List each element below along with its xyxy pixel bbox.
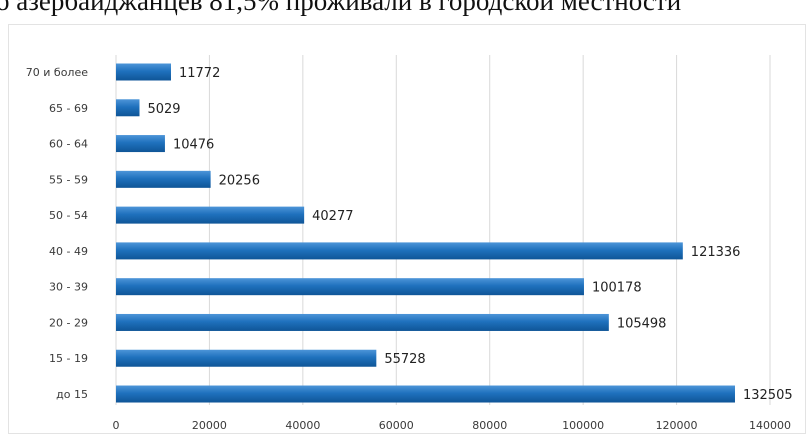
value-label: 121336 [691, 245, 741, 260]
bar [116, 206, 305, 224]
category-label: 55 - 59 [49, 173, 88, 186]
x-tick-label: 120000 [656, 419, 698, 432]
category-label: 50 - 54 [49, 209, 88, 222]
category-labels: 70 и более 65 - 69 60 - 64 55 - 59 50 - 54 40… [26, 66, 88, 401]
category-label: 15 - 19 [49, 352, 88, 365]
bar [116, 278, 584, 296]
value-label: 5029 [147, 102, 180, 117]
category-label: 20 - 29 [49, 316, 88, 329]
value-label: 10476 [173, 138, 214, 153]
category-label: 70 и более [26, 66, 88, 79]
bar [116, 170, 211, 188]
value-labels: 11772 5029 10476 20256 40277 121336 100178 1054… [147, 66, 792, 403]
x-tick-label: 0 [113, 419, 120, 432]
category-label: 60 - 64 [49, 138, 88, 151]
value-label: 55728 [384, 352, 425, 367]
bars [116, 63, 735, 403]
x-tick-label: 80000 [472, 419, 507, 432]
category-label: 40 - 49 [49, 245, 88, 258]
gridlines [115, 55, 771, 405]
value-label: 40277 [312, 209, 353, 224]
x-tick-label: 140000 [749, 419, 791, 432]
value-label: 11772 [179, 66, 220, 81]
value-label: 105498 [617, 316, 667, 331]
bar [116, 135, 165, 153]
category-label: 65 - 69 [49, 102, 88, 115]
value-label: 132505 [743, 388, 793, 403]
heading-text: о азербайджанцев 81,5% проживали в город… [0, 0, 682, 16]
bar [116, 242, 683, 260]
bar [116, 63, 171, 81]
bar [116, 385, 735, 403]
x-tick-labels: 0 20000 40000 60000 80000 100000 120000 140000 [113, 419, 792, 432]
x-tick-label: 40000 [285, 419, 320, 432]
value-label: 20256 [219, 173, 260, 188]
bar [116, 313, 609, 331]
x-tick-label: 60000 [379, 419, 414, 432]
x-tick-label: 20000 [192, 419, 227, 432]
value-label: 100178 [592, 281, 642, 296]
bar [116, 99, 140, 117]
category-label: до 15 [56, 388, 88, 401]
x-tick-label: 100000 [562, 419, 604, 432]
category-label: 30 - 39 [49, 281, 88, 294]
bar [116, 349, 377, 367]
